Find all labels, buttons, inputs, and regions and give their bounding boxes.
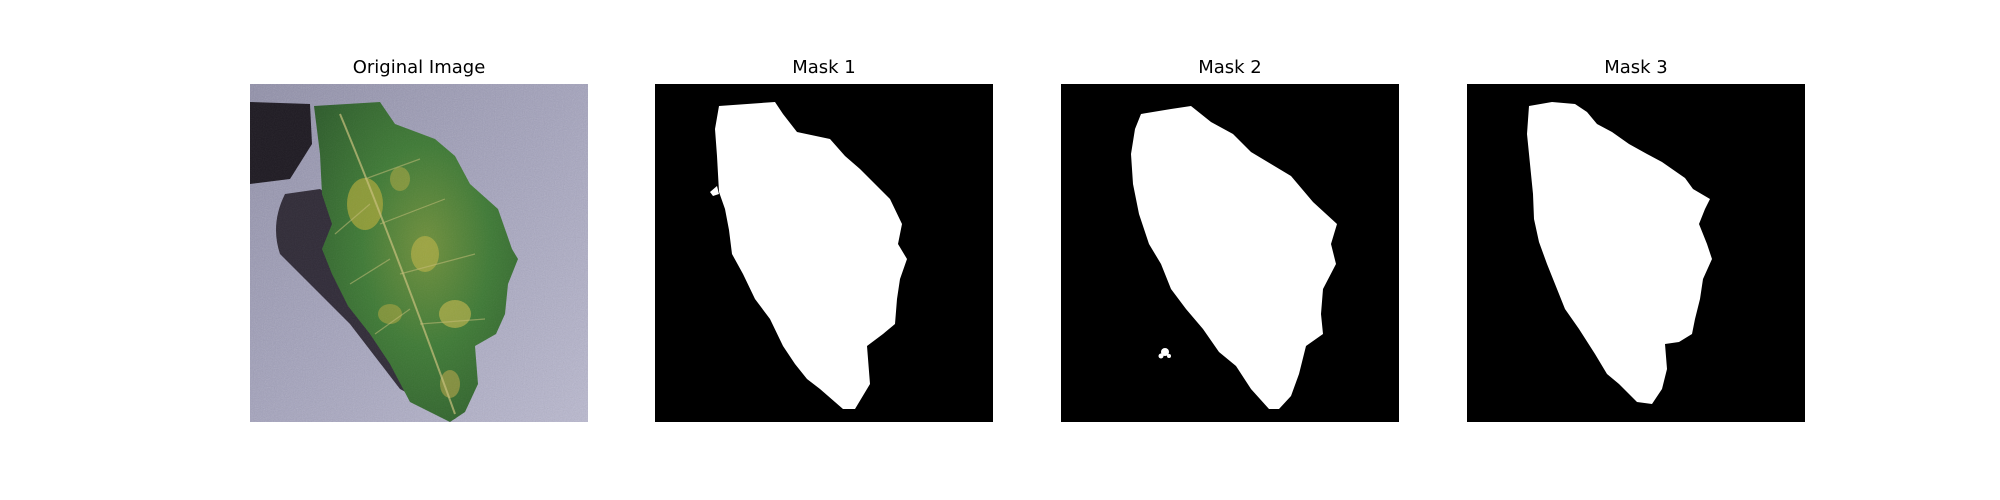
panel-mask-2: Mask 2 [1061,0,1399,500]
leaf-photo [250,84,588,422]
mask-shape [655,84,993,422]
panel-title: Original Image [352,57,486,78]
panel-original-image: Original Image [250,0,588,500]
panel-title: Mask 3 [1604,57,1668,78]
mask-image [1467,84,1805,422]
mask-shape [1061,84,1399,422]
panel-title: Mask 2 [1198,57,1262,78]
mask-shape [1467,84,1805,422]
mask-image [1061,84,1399,422]
original-image [250,84,588,422]
panel-mask-3: Mask 3 [1467,0,1805,500]
mask-image [655,84,993,422]
panel-title: Mask 1 [792,57,856,78]
panel-mask-1: Mask 1 [655,0,993,500]
